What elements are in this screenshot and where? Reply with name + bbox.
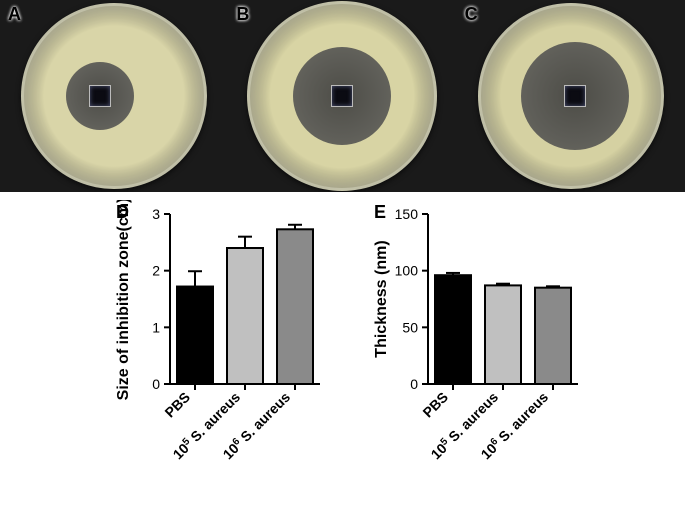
svg-text:Thickness (nm): Thickness (nm) bbox=[373, 240, 390, 357]
sample-cube-A bbox=[89, 85, 111, 107]
svg-text:150: 150 bbox=[395, 206, 419, 222]
svg-text:0: 0 bbox=[410, 376, 418, 392]
svg-text:PBS: PBS bbox=[419, 389, 451, 421]
sample-cube-C bbox=[564, 85, 586, 107]
panel-C-label: C bbox=[465, 4, 478, 25]
svg-text:Size of inhibition zone(cm): Size of inhibition zone(cm) bbox=[115, 200, 132, 400]
svg-text:0: 0 bbox=[152, 376, 160, 392]
svg-text:50: 50 bbox=[402, 319, 418, 335]
svg-text:1: 1 bbox=[152, 319, 160, 335]
svg-text:2: 2 bbox=[152, 263, 160, 279]
panel-C: C bbox=[457, 0, 685, 192]
svg-text:E: E bbox=[374, 202, 386, 222]
svg-text:3: 3 bbox=[152, 206, 160, 222]
panel-B-label: B bbox=[236, 4, 249, 25]
panel-A: A bbox=[0, 0, 228, 192]
sample-cube-B bbox=[331, 85, 353, 107]
svg-text:PBS: PBS bbox=[161, 389, 193, 421]
charts-svg: D0123Size of inhibition zone(cm)PBS105 S… bbox=[0, 200, 685, 518]
panel-A-label: A bbox=[8, 4, 21, 25]
svg-text:100: 100 bbox=[395, 263, 419, 279]
petri-dish-row: A B C bbox=[0, 0, 685, 192]
charts-row: D0123Size of inhibition zone(cm)PBS105 S… bbox=[0, 200, 685, 518]
panel-B: B bbox=[228, 0, 456, 192]
